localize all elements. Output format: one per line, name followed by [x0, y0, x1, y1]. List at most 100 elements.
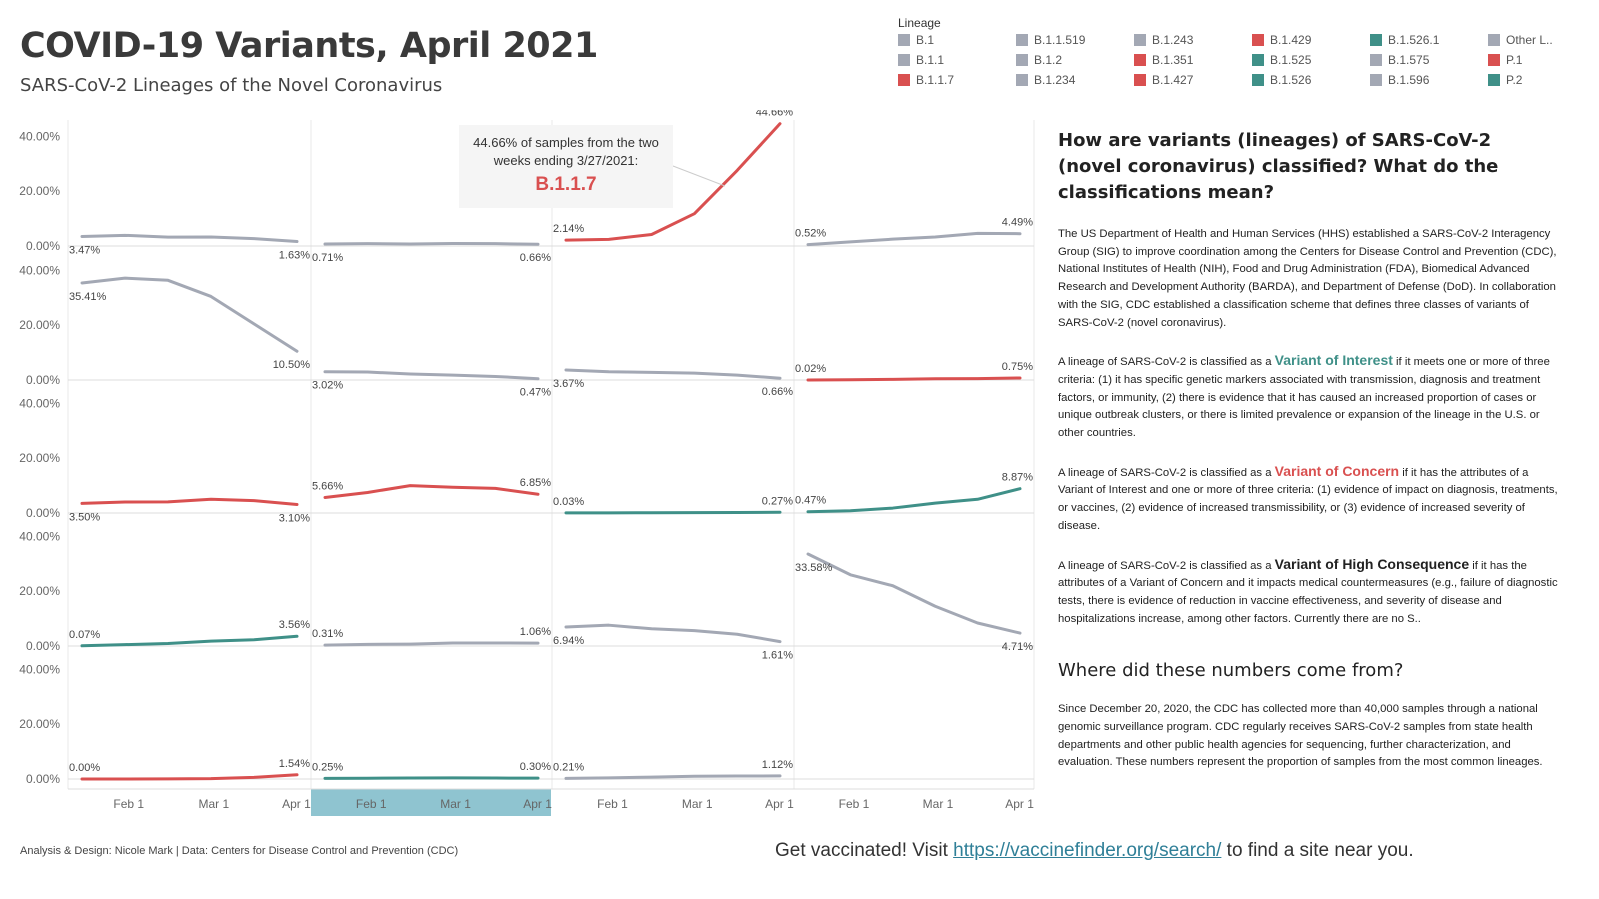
y-tick-label: 20.00% [19, 451, 60, 465]
series-line [80, 276, 299, 353]
legend-item[interactable]: B.1.575 [1370, 53, 1429, 69]
x-tick-label: Mar 1 [923, 797, 954, 811]
legend-item[interactable]: B.1.243 [1134, 33, 1193, 49]
series-line [806, 231, 1022, 247]
start-value-label: 0.07% [69, 629, 100, 641]
legend-label: Other L.. [1506, 33, 1553, 47]
x-tick-label: Feb 1 [356, 797, 387, 811]
legend-label: B.1.234 [1034, 73, 1076, 87]
series-line [564, 623, 782, 644]
legend-item[interactable]: B.1.234 [1016, 73, 1075, 89]
end-value-label: 1.54% [279, 758, 310, 770]
legend-item[interactable]: B.1.427 [1134, 73, 1193, 89]
legend-label: B.1.427 [1152, 73, 1194, 87]
legend-label: B.1.596 [1388, 73, 1430, 87]
legend-swatch [1252, 74, 1264, 86]
start-value-label: 3.02% [312, 380, 343, 392]
x-tick-label: Feb 1 [113, 797, 144, 811]
end-value-label: 4.71% [1002, 641, 1033, 653]
y-tick-label: 40.00% [19, 263, 60, 277]
legend-swatch [1370, 54, 1382, 66]
legend-swatch [898, 34, 910, 46]
legend-item[interactable]: B.1.526.1 [1370, 33, 1439, 49]
end-value-label: 3.56% [279, 619, 310, 631]
start-value-label: 0.21% [553, 761, 584, 773]
page-title: COVID-19 Variants, April 2021 [20, 26, 598, 66]
voi-pre: A lineage of SARS-CoV-2 is classified as… [1058, 356, 1275, 369]
start-value-label: 3.47% [69, 244, 100, 256]
legend-swatch [1016, 34, 1028, 46]
legend-item[interactable]: B.1.351 [1134, 53, 1193, 69]
legend-label: B.1.1.7 [916, 73, 955, 87]
start-value-label: 0.00% [69, 762, 100, 774]
legend-item[interactable]: B.1.525 [1252, 53, 1311, 69]
legend-item[interactable]: P.1 [1488, 53, 1522, 69]
footer-cta: Get vaccinated! Visit https://vaccinefin… [775, 840, 1414, 862]
legend-swatch [1134, 54, 1146, 66]
legend-label: B.1 [916, 33, 935, 47]
legend-item[interactable]: B.1.1.7 [898, 73, 954, 89]
legend-item[interactable]: B.1.429 [1252, 33, 1311, 49]
legend-label: B.1.351 [1152, 53, 1194, 67]
y-tick-label: 40.00% [19, 662, 60, 676]
series-line [564, 774, 782, 780]
source-text: Since December 20, 2020, the CDC has col… [1058, 703, 1543, 769]
legend-swatch [898, 74, 910, 86]
start-value-label: 0.02% [795, 363, 826, 375]
source-heading: Where did these numbers come from? [1058, 660, 1404, 682]
legend-label: B.1.1.519 [1034, 33, 1086, 47]
legend-item[interactable]: B.1.596 [1370, 73, 1429, 89]
voc-term: Variant of Concern [1274, 462, 1400, 479]
legend-label: B.1.429 [1270, 33, 1312, 47]
legend-item[interactable]: B.1.1 [898, 53, 944, 69]
x-tick-label: Apr 1 [765, 797, 794, 811]
legend-swatch [1016, 74, 1028, 86]
legend-label: P.1 [1506, 53, 1523, 67]
start-value-label: 3.67% [553, 378, 584, 390]
end-value-label: 1.06% [520, 626, 551, 638]
sidebar-intro: The US Department of Health and Human Se… [1058, 228, 1557, 329]
start-value-label: 0.25% [312, 761, 343, 773]
legend-swatch [1252, 54, 1264, 66]
legend-label: B.1.1 [916, 53, 945, 67]
x-tick-label: Feb 1 [597, 797, 628, 811]
legend-item[interactable]: B.1.526 [1252, 73, 1311, 89]
legend-swatch [1370, 34, 1382, 46]
legend-label: B.1.575 [1388, 53, 1430, 67]
legend-item[interactable]: B.1 [898, 33, 934, 49]
sidebar-heading: How are variants (lineages) of SARS-CoV-… [1058, 130, 1499, 203]
y-tick-label: 20.00% [19, 184, 60, 198]
legend-label: B.1.526.1 [1388, 33, 1440, 47]
legend-label: B.1.2 [1034, 53, 1063, 67]
end-value-label: 1.12% [762, 759, 793, 771]
legend-item[interactable]: B.1.1.519 [1016, 33, 1085, 49]
legend-item[interactable]: P.2 [1488, 73, 1522, 89]
vohc-term: Variant of High Consequence [1274, 555, 1470, 572]
series-line [564, 368, 782, 380]
y-tick-label: 20.00% [19, 318, 60, 332]
start-value-label: 6.94% [553, 635, 584, 647]
legend-swatch [1488, 34, 1500, 46]
start-value-label: 0.03% [553, 496, 584, 508]
legend-label: B.1.526 [1270, 73, 1312, 87]
end-value-label: 4.49% [1002, 217, 1033, 229]
legend-swatch [898, 54, 910, 66]
vaccinefinder-link[interactable]: https://vaccinefinder.org/search/ [953, 840, 1222, 861]
end-value-label: 0.66% [520, 252, 551, 264]
series-line [564, 122, 782, 242]
legend-item[interactable]: Other L.. [1488, 33, 1553, 49]
end-value-label: 0.30% [520, 761, 551, 773]
x-tick-label: Mar 1 [440, 797, 471, 811]
annotation-variant: B.1.1.7 [535, 174, 597, 195]
x-tick-label: Mar 1 [198, 797, 229, 811]
y-tick-label: 20.00% [19, 584, 60, 598]
end-value-label: 0.66% [762, 386, 793, 398]
series-line [80, 497, 299, 507]
legend-swatch [1488, 54, 1500, 66]
end-value-label: 0.47% [520, 387, 551, 399]
legend-item[interactable]: B.1.2 [1016, 53, 1062, 69]
legend-swatch [1370, 74, 1382, 86]
legend-title: Lineage [898, 16, 941, 30]
end-value-label: 8.87% [1002, 472, 1033, 484]
legend-swatch [1252, 34, 1264, 46]
